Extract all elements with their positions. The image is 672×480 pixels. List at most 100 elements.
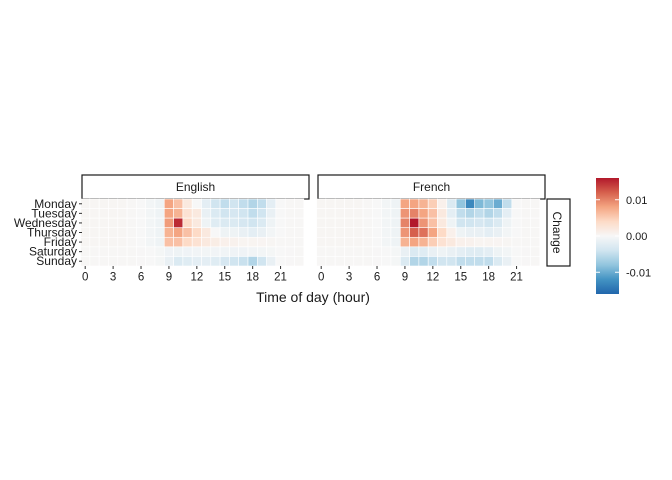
facet-strip-box-top (317, 174, 546, 200)
heatmap-cell (201, 227, 212, 238)
heatmap-cell (201, 256, 212, 267)
heatmap-cell (182, 256, 193, 267)
heatmap-cell (344, 227, 355, 238)
heatmap-cell (173, 246, 184, 257)
heatmap-cell (219, 256, 230, 267)
heatmap-cell (344, 217, 355, 229)
heatmap-cell (182, 246, 193, 257)
heatmap-cell (89, 198, 100, 209)
heatmap-cell (136, 208, 146, 219)
heatmap-cell (511, 208, 522, 219)
heatmap-cell (163, 198, 174, 209)
heatmap-cell (154, 208, 165, 219)
heatmap-cell (334, 236, 345, 248)
heatmap-cell (353, 236, 364, 248)
heatmap-cell (154, 217, 165, 229)
legend-tick-label: 0.00 (626, 231, 647, 243)
heatmap-cell (511, 246, 522, 257)
heatmap-cell (446, 198, 457, 209)
heatmap-cell (409, 227, 420, 238)
heatmap-cell (238, 227, 249, 238)
heatmap-cell (362, 256, 373, 267)
heatmap-cell (418, 256, 429, 267)
heatmap-cell (390, 217, 401, 229)
heatmap-cell (465, 246, 476, 257)
legend-tick-label: 0.01 (626, 195, 647, 207)
x-tick-label: 6 (138, 272, 144, 284)
heatmap-cell (334, 227, 345, 238)
heatmap-cell (418, 217, 429, 229)
heatmap-cell (372, 246, 382, 257)
heatmap-cell (362, 217, 373, 229)
heatmap-cell (409, 198, 420, 209)
heatmap-cell (126, 227, 137, 238)
heatmap-cell (530, 217, 541, 229)
y-tick-label-tuesday: Tuesday (31, 206, 77, 220)
x-tick-label: 18 (246, 272, 259, 284)
heatmap-cell (483, 256, 494, 267)
heatmap-cell (145, 227, 156, 238)
heatmap-cell (191, 198, 202, 209)
heatmap-cell (316, 256, 327, 267)
heatmap-cell (437, 236, 448, 248)
heatmap-cell (219, 236, 230, 248)
heatmap-cell (294, 217, 305, 229)
heatmap-cell (418, 236, 429, 248)
heatmap-cell (362, 246, 373, 257)
heatmap-cell (502, 236, 513, 248)
heatmap-cell (502, 227, 513, 238)
heatmap-cell (247, 236, 258, 248)
heatmap-cell (191, 246, 202, 257)
heatmap-cell (325, 256, 336, 267)
heatmap-cell (117, 256, 128, 267)
heatmap-cell (344, 236, 355, 248)
heatmap-cell (483, 236, 494, 248)
heatmap-cell (266, 198, 277, 209)
heatmap-cell (455, 256, 466, 267)
heatmap-cell (238, 208, 249, 219)
heatmap-cell (530, 236, 541, 248)
heatmap-cell (108, 208, 119, 219)
heatmap-cell (446, 246, 457, 257)
heatmap-cell (316, 246, 327, 257)
heatmap-cell (238, 236, 249, 248)
heatmap-cell (418, 246, 429, 257)
heatmap-cell (126, 198, 137, 209)
heatmap-cell (493, 217, 503, 229)
heatmap-cell (108, 217, 119, 229)
x-tick-label: 0 (318, 272, 324, 284)
heatmap-cell (446, 227, 457, 238)
heatmap-cell (465, 217, 476, 229)
heatmap-cell (502, 198, 513, 209)
heatmap-cell (502, 246, 513, 257)
heatmap-cell (390, 236, 401, 248)
heatmap-cell (284, 208, 295, 219)
heatmap-cell (229, 227, 240, 238)
heatmap-cell (136, 256, 146, 267)
heatmap-cell (455, 217, 466, 229)
heatmap-cell (257, 198, 267, 209)
heatmap-cell (294, 227, 305, 238)
heatmap-cell (210, 227, 221, 238)
heatmap-cell (163, 217, 174, 229)
heatmap-cell (362, 198, 373, 209)
heatmap-cell (219, 208, 230, 219)
heatmap-cell (390, 208, 401, 219)
heatmap-cell (284, 198, 295, 209)
heatmap-cell (257, 208, 267, 219)
heatmap-cell (316, 236, 327, 248)
heatmap-cell (191, 227, 202, 238)
heatmap-cell (126, 217, 137, 229)
heatmap-cell (362, 236, 373, 248)
heatmap-cell (89, 227, 100, 238)
x-tick-label: 21 (510, 272, 523, 284)
heatmap-cell (353, 208, 364, 219)
heatmap-cell (117, 236, 128, 248)
heatmap-cell (191, 236, 202, 248)
heatmap-cell (381, 246, 392, 257)
heatmap-cell (219, 246, 230, 257)
heatmap-cell (284, 236, 295, 248)
heatmap-cell (173, 217, 184, 229)
heatmap-cell (474, 256, 485, 267)
